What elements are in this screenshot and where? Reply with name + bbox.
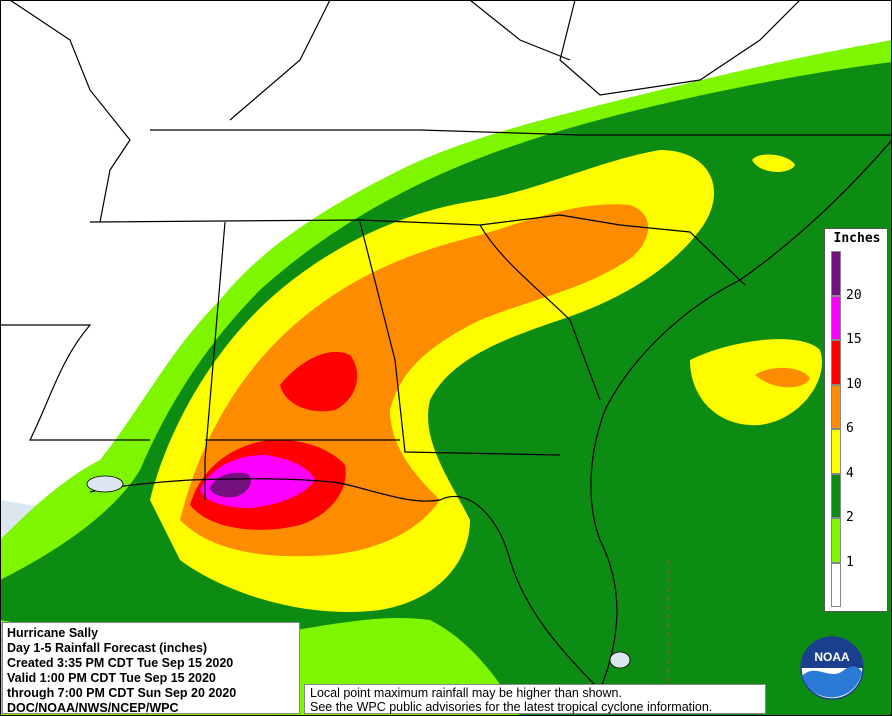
lake-pontchartrain [86, 475, 124, 493]
legend: Inches 1 2 4 6 10 15 20 [824, 228, 888, 612]
info-box: Hurricane Sally Day 1-5 Rainfall Forecas… [2, 622, 300, 715]
legend-label: 20 [846, 287, 862, 303]
legend-swatch [831, 384, 841, 429]
gulf-coastline [89, 478, 601, 691]
noaa-logo: NOAA [800, 636, 864, 700]
noaa-logo-text: NOAA [814, 650, 850, 664]
storm-name: Hurricane Sally [7, 626, 99, 640]
legend-label: 15 [846, 332, 862, 347]
disclaimer-line-1: Local point maximum rainfall may be high… [310, 686, 622, 700]
legend-label: 6 [846, 421, 854, 436]
state-borders [0, 0, 892, 500]
rain-4in-atlantic [690, 339, 822, 426]
valid-end: through 7:00 PM CDT Sun Sep 20 2020 [7, 686, 237, 700]
disclaimer-box: Local point maximum rainfall may be high… [304, 684, 766, 714]
legend-swatch [831, 295, 841, 340]
lake-okeechobee [609, 651, 631, 669]
created-time: Created 3:35 PM CDT Tue Sep 15 2020 [7, 656, 234, 670]
legend-swatch [831, 251, 841, 296]
legend-swatch [831, 518, 841, 563]
rain-10in-inland [280, 351, 358, 412]
product-title: Day 1-5 Rainfall Forecast (inches) [7, 641, 208, 655]
legend-swatch [831, 340, 841, 385]
legend-swatch [831, 473, 841, 518]
legend-label: 1 [846, 554, 854, 570]
rain-6in-atlantic [755, 367, 810, 388]
legend-label: 4 [846, 465, 854, 481]
legend-label: 10 [846, 376, 862, 392]
legend-label: 2 [846, 510, 854, 525]
disclaimer-line-2: See the WPC public advisories for the la… [310, 700, 713, 714]
valid-start: Valid 1:00 PM CDT Tue Sep 15 2020 [7, 671, 216, 685]
rain-4in-nc [752, 154, 795, 172]
atlantic-coastline [590, 139, 892, 691]
legend-swatch [831, 562, 841, 607]
legend-title: Inches [833, 231, 881, 246]
agency-credit: DOC/NOAA/NWS/NCEP/WPC [7, 701, 179, 715]
legend-swatch [831, 429, 841, 474]
